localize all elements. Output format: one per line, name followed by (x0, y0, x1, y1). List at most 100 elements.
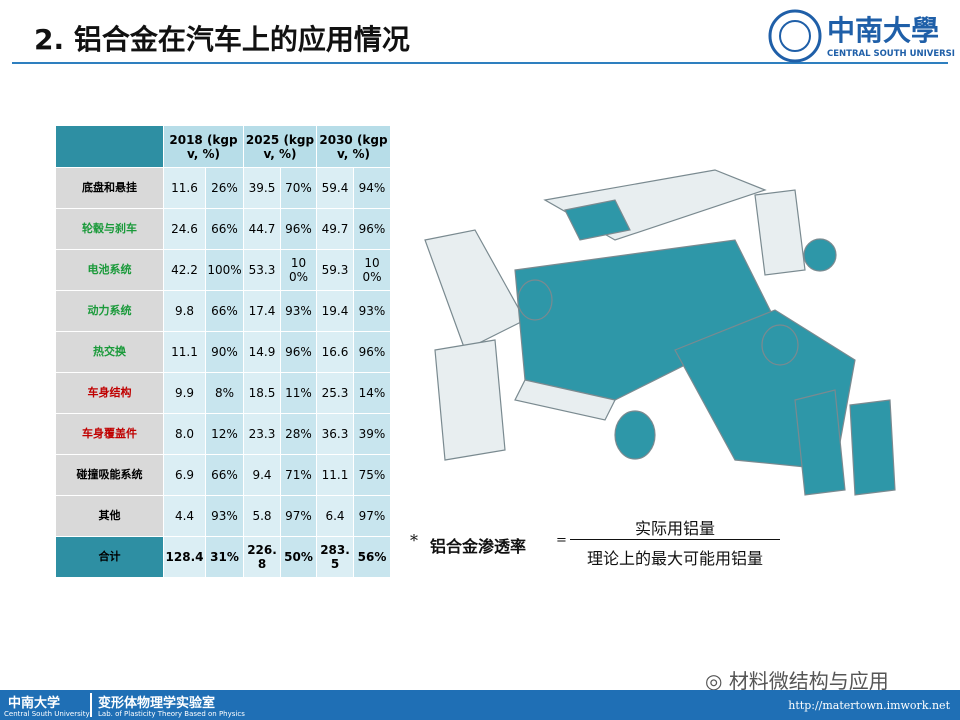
formula-term: 铝合金渗透率 (430, 537, 527, 556)
table-cell: 96% (353, 208, 391, 250)
table-cell: 66% (205, 454, 244, 496)
row-label: 动力系统 (55, 290, 164, 332)
table-cell: 11.6 (163, 167, 206, 209)
row-label: 碰撞吸能系统 (55, 454, 164, 496)
footer-university-en: Central South University (4, 710, 90, 718)
column-header: 2018 (kgpv, %) (163, 125, 244, 168)
corner-cell (55, 125, 164, 168)
table-cell: 39.5 (243, 167, 281, 209)
table-cell: 94% (353, 167, 391, 209)
table-cell: 31% (205, 536, 244, 578)
table-cell: 75% (353, 454, 391, 496)
table-cell: 42.2 (163, 249, 206, 291)
table-cell: 49.7 (316, 208, 354, 250)
footer-lab-en: Lab. of Plasticity Theory Based on Physi… (98, 710, 245, 718)
table-cell: 128.4 (163, 536, 206, 578)
table-cell: 11% (280, 372, 317, 414)
table-cell: 66% (205, 290, 244, 332)
rear-door-panel (754, 189, 806, 276)
logo: 中南大學 CENTRAL SOUTH UNIVERSITY (768, 9, 955, 63)
row-label: 车身覆盖件 (55, 413, 164, 455)
table-row: 电池系统 42.2 100% 53.3 100% 59.3 100% (55, 249, 391, 291)
wheel (761, 324, 799, 366)
table-cell: 4.4 (163, 495, 206, 537)
footer-lab: 变形体物理学实验室 (98, 696, 216, 711)
footer-divider (90, 693, 92, 717)
logo-seal-inner (779, 20, 811, 52)
table-cell: 44.7 (243, 208, 281, 250)
table-cell: 14% (353, 372, 391, 414)
logo-seal (768, 9, 822, 63)
row-label: 热交换 (55, 331, 164, 373)
table-cell: 25.3 (316, 372, 354, 414)
front-door (794, 389, 846, 496)
table-cell: 8% (205, 372, 244, 414)
table-cell: 93% (280, 290, 317, 332)
logo-subtitle: CENTRAL SOUTH UNIVERSITY (827, 49, 955, 59)
wheel (517, 279, 553, 321)
footer-url: http://matertown.imwork.net (788, 699, 950, 712)
table-cell: 70% (280, 167, 317, 209)
footer: 中南大学 Central South University 变形体物理学实验室 … (0, 690, 960, 720)
logo-name: 中南大學 (827, 14, 939, 47)
formula-equals: = (556, 533, 567, 548)
table-cell: 100% (205, 249, 244, 291)
car-illustration (424, 169, 896, 496)
table-cell: 96% (280, 208, 317, 250)
fraction-bar (570, 539, 780, 540)
table-cell: 9.8 (163, 290, 206, 332)
row-label: 车身结构 (55, 372, 164, 414)
table-cell: 39% (353, 413, 391, 455)
table-cell: 16.6 (316, 331, 354, 373)
watermark: ◎ 材料微结构与应用 (705, 665, 889, 694)
table-cell: 6.4 (316, 495, 354, 537)
table-cell: 17.4 (243, 290, 281, 332)
table-cell: 9.4 (243, 454, 281, 496)
row-label: 底盘和悬挂 (55, 167, 164, 209)
table-cell: 50% (280, 536, 317, 578)
sunroof (564, 199, 631, 241)
front-sill (514, 379, 616, 421)
table-cell: 56% (353, 536, 391, 578)
formula-denominator: 理论上的最大可能用铝量 (586, 549, 763, 568)
table-cell: 18.5 (243, 372, 281, 414)
table-cell: 59.3 (316, 249, 354, 291)
table-cell: 93% (353, 290, 391, 332)
table-cell: 93% (205, 495, 244, 537)
motor (803, 238, 837, 272)
table-cell: 100% (280, 249, 317, 291)
title: 2. 铝合金在汽车上的应用情况 (34, 23, 410, 56)
row-label: 轮毂与刹车 (55, 208, 164, 250)
table-row: 轮毂与刹车 24.6 66% 44.7 96% 49.7 96% (55, 208, 391, 250)
bumper (434, 339, 506, 461)
table-cell: 23.3 (243, 413, 281, 455)
formula-numerator: 实际用铝量 (634, 519, 715, 538)
table-row: 其他 4.4 93% 5.8 97% 6.4 97% (55, 495, 391, 537)
column-header: 2025 (kgpv, %) (243, 125, 317, 168)
column-header: 2030 (kgpv, %) (316, 125, 391, 168)
table-cell: 8.0 (163, 413, 206, 455)
table-cell: 36.3 (316, 413, 354, 455)
row-label: 合计 (55, 536, 164, 578)
table-row: 车身结构 9.9 8% 18.5 11% 25.3 14% (55, 372, 391, 414)
table-cell: 11.1 (316, 454, 354, 496)
table-cell: 53.3 (243, 249, 281, 291)
table-cell: 59.4 (316, 167, 354, 209)
table-row: 热交换 11.1 90% 14.9 96% 16.6 96% (55, 331, 391, 373)
header-row: 2018 (kgpv, %) 2025 (kgpv, %) 2030 (kgpv, … (55, 125, 391, 168)
wheel (614, 410, 656, 460)
table-cell: 9.9 (163, 372, 206, 414)
table-cell: 66% (205, 208, 244, 250)
table-cell: 12% (205, 413, 244, 455)
table-cell: 14.9 (243, 331, 281, 373)
table-cell: 100% (353, 249, 391, 291)
table-cell: 283.5 (316, 536, 354, 578)
row-label: 电池系统 (55, 249, 164, 291)
table-cell: 6.9 (163, 454, 206, 496)
table-cell: 19.4 (316, 290, 354, 332)
table-cell: 226.8 (243, 536, 281, 578)
table-cell: 96% (280, 331, 317, 373)
table-cell: 90% (205, 331, 244, 373)
table-cell: 28% (280, 413, 317, 455)
